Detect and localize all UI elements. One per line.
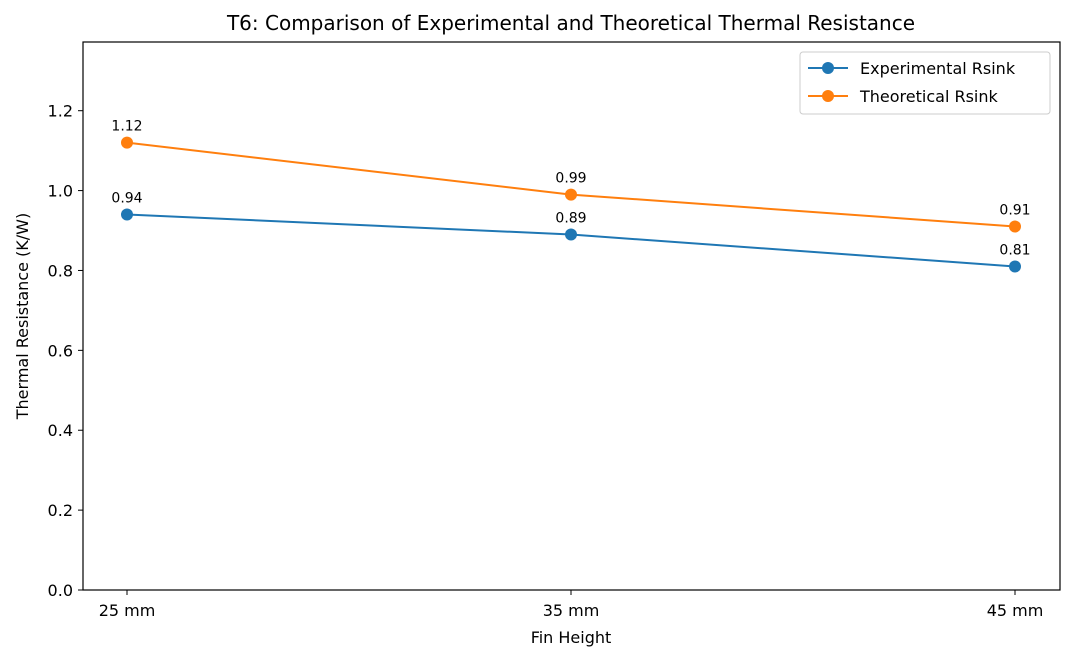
y-axis-ticks: 0.0 0.2 0.4 0.6 0.8 1.0 1.2 (48, 102, 83, 600)
y-tick-label: 0.8 (48, 261, 73, 280)
data-label: 0.91 (999, 203, 1030, 219)
x-axis-ticks: 25 mm 35 mm 45 mm (99, 590, 1044, 620)
y-tick-label: 0.0 (48, 581, 73, 600)
y-tick-label: 0.6 (48, 341, 73, 360)
data-point (121, 208, 133, 221)
data-label: 0.94 (111, 191, 142, 207)
data-label: 0.99 (555, 171, 586, 187)
data-point (565, 228, 577, 241)
legend: Experimental Rsink Theoretical Rsink (799, 51, 1051, 115)
legend-frame (799, 51, 1051, 115)
chart-title: T6: Comparison of Experimental and Theor… (226, 11, 915, 35)
data-label: 0.89 (555, 211, 586, 227)
x-tick-label: 25 mm (99, 601, 156, 620)
data-point (565, 188, 577, 201)
legend-marker (822, 90, 834, 102)
y-tick-label: 0.4 (48, 421, 73, 440)
data-label: 0.81 (999, 242, 1030, 258)
data-point (121, 136, 133, 149)
series-layer: 0.94 0.89 0.81 1.12 0.99 0.91 (111, 119, 1031, 273)
data-point (1009, 220, 1021, 233)
legend-item: Theoretical Rsink (808, 87, 999, 106)
series-theoretical: 1.12 0.99 0.91 (111, 119, 1031, 233)
legend-item: Experimental Rsink (808, 59, 1016, 78)
series-experimental: 0.94 0.89 0.81 (111, 191, 1031, 273)
data-point (1009, 260, 1021, 273)
legend-label: Theoretical Rsink (859, 87, 999, 106)
y-tick-label: 1.0 (48, 182, 73, 201)
legend-label: Experimental Rsink (860, 59, 1016, 78)
legend-marker (822, 62, 834, 74)
x-tick-label: 35 mm (543, 601, 600, 620)
y-tick-label: 1.2 (48, 102, 73, 121)
y-axis-label: Thermal Resistance (K/W) (13, 213, 32, 420)
x-tick-label: 45 mm (987, 601, 1044, 620)
y-tick-label: 0.2 (48, 501, 73, 520)
data-label: 1.12 (111, 119, 142, 135)
x-axis-label: Fin Height (531, 628, 612, 647)
plot-area (82, 41, 1061, 591)
